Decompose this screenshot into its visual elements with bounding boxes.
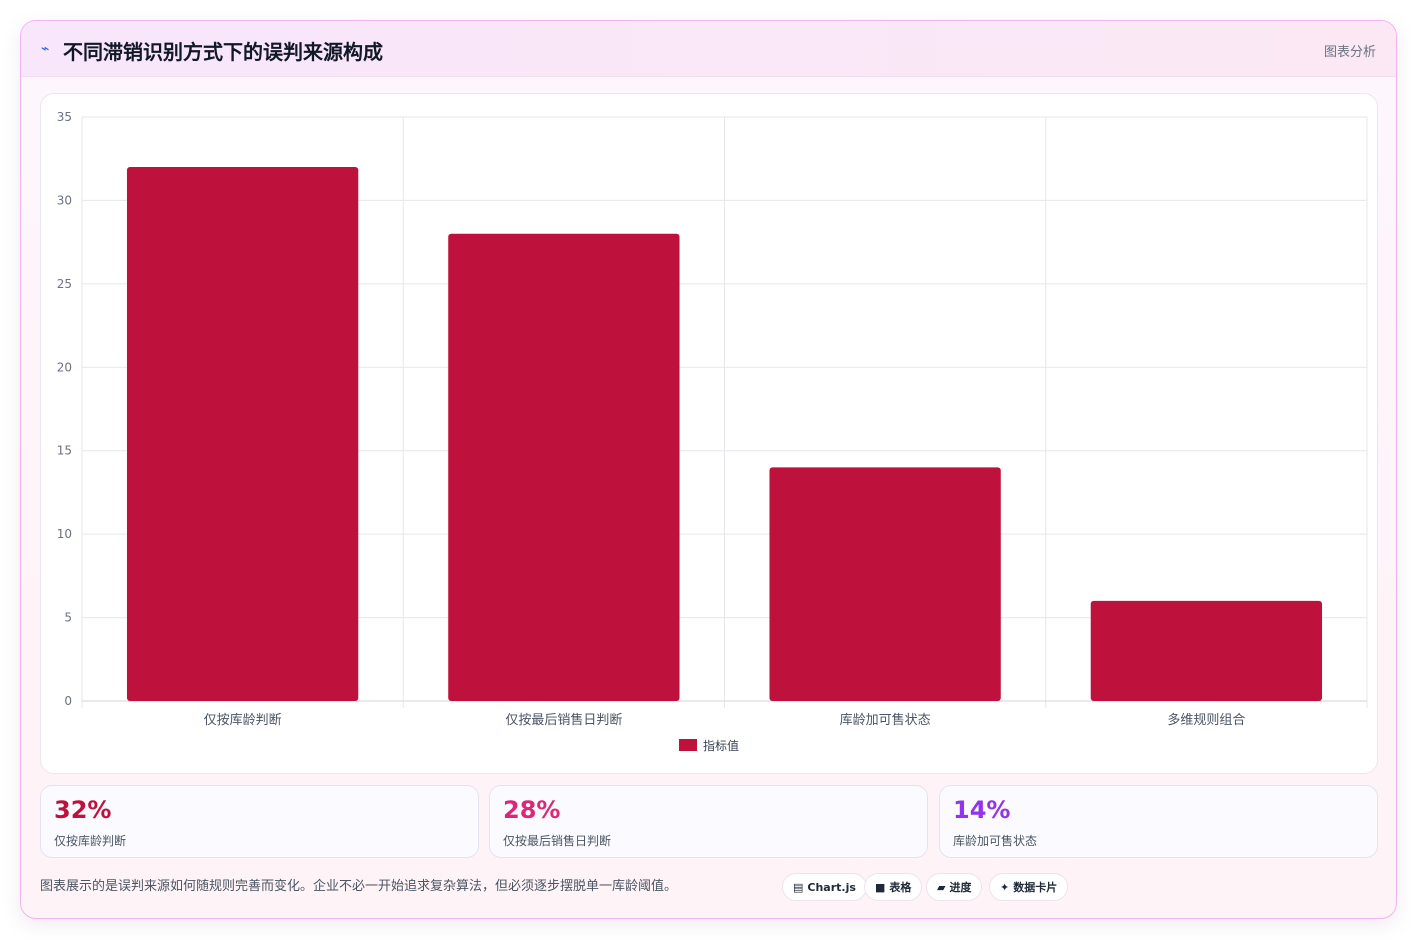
- table-icon: ■: [875, 880, 886, 894]
- y-tick-label: 25: [57, 277, 72, 291]
- kpi-label: 仅按库龄判断: [54, 834, 127, 848]
- chartjs-pill[interactable]: ▤ Chart.js: [782, 873, 867, 901]
- bar-chart: 0 5 10 15 20 25 30 35 仅按库龄判断 仅按最后销售日判断 库龄加可售状态 多维规则…: [57, 110, 1368, 753]
- y-tick-label: 5: [64, 611, 72, 625]
- bar: [1090, 600, 1323, 701]
- chart-title: 不同滞销识别方式下的误判来源构成: [63, 40, 383, 64]
- y-tick-label: 35: [57, 110, 72, 124]
- bar: [126, 167, 359, 702]
- x-tick-label: 多维规则组合: [1167, 712, 1245, 728]
- trend-line-icon: ⌁: [41, 41, 50, 57]
- chart-card: ⌁ 不同滞销识别方式下的误判来源构成 图表分析 0 5 10 15 20 25 30 35 仅按…: [20, 20, 1397, 919]
- sparkle-icon: ✦: [1000, 880, 1010, 894]
- x-tick-label: 仅按最后销售日判断: [505, 712, 622, 728]
- pill-label: 表格: [889, 881, 912, 894]
- y-tick-label: 20: [57, 360, 72, 374]
- kpi-card-3: 14% 库龄加可售状态: [939, 785, 1378, 858]
- data-card-pill[interactable]: ✦ 数据卡片: [989, 873, 1069, 901]
- kpi-label: 仅按最后销售日判断: [503, 834, 612, 848]
- kpi-card-2: 28% 仅按最后销售日判断: [489, 785, 928, 858]
- footer-note: 图表展示的是误判来源如何随规则完善而变化。企业不必一开始追求复杂算法，但必须逐步…: [40, 879, 678, 894]
- pill-label: 数据卡片: [1013, 881, 1058, 894]
- progress-icon: ▰: [937, 880, 946, 894]
- table-pill[interactable]: ■ 表格: [864, 873, 923, 901]
- legend-label: 指标值: [703, 738, 739, 753]
- chart-analysis-label: 图表分析: [1323, 45, 1376, 60]
- chart-icon: ▤: [793, 880, 804, 894]
- kpi-value: 32%: [54, 796, 112, 824]
- y-tick-label: 0: [64, 694, 72, 708]
- pill-label: Chart.js: [807, 880, 856, 894]
- x-tick-label: 库龄加可售状态: [840, 712, 931, 728]
- kpi-value: 28%: [503, 796, 561, 824]
- y-tick-label: 10: [57, 527, 72, 541]
- x-tick-label: 仅按库龄判断: [204, 712, 282, 728]
- bar: [448, 233, 680, 702]
- legend-swatch: [679, 739, 697, 751]
- bar: [769, 467, 1001, 701]
- kpi-card-1: 32% 仅按库龄判断: [40, 785, 479, 858]
- card-header: ⌁ 不同滞销识别方式下的误判来源构成 图表分析: [21, 21, 1396, 77]
- kpi-value: 14%: [953, 796, 1011, 824]
- chart-area: 0 5 10 15 20 25 30 35 仅按库龄判断 仅按最后销售日判断 库龄加可售状态 多维规则…: [40, 93, 1378, 774]
- y-tick-label: 30: [57, 193, 72, 207]
- pill-label: 进度: [949, 881, 972, 894]
- progress-pill[interactable]: ▰ 进度: [926, 873, 983, 901]
- y-tick-label: 15: [57, 444, 72, 458]
- kpi-label: 库龄加可售状态: [953, 834, 1038, 848]
